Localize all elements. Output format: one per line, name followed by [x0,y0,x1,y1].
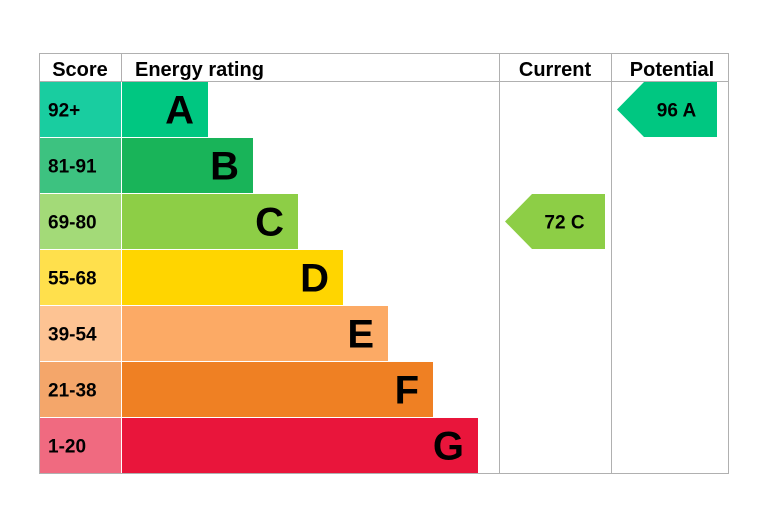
table-grid [39,53,729,474]
rating-bar-b [122,138,253,193]
potential-rating-arrow-label: 96 A [657,101,697,122]
score-label-b: 81-91 [48,157,97,178]
rating-letter-c: C [255,201,284,245]
score-cell-e [40,306,121,361]
score-label-e: 39-54 [48,325,97,346]
rating-bar-d [122,250,343,305]
rating-bar-e [122,306,388,361]
score-cell-a [40,82,121,137]
rating-letter-b: B [210,145,239,189]
current-rating-arrow-label: 72 C [544,213,584,234]
score-label-a: 92+ [48,101,80,122]
current-rating-arrow [505,194,605,249]
score-cell-b [40,138,121,193]
rating-letter-d: D [300,257,329,301]
header-score: Score [52,59,108,81]
rating-bar-c [122,194,298,249]
rating-letter-g: G [433,425,464,469]
table-header: Score Energy rating Current Potential [52,59,714,81]
score-cell-c [40,194,121,249]
rating-bar-g [122,418,478,473]
header-energy-rating: Energy rating [135,59,264,81]
score-label-g: 1-20 [48,437,86,458]
table-border [39,53,729,474]
score-cell-d [40,250,121,305]
potential-rating-arrow [617,82,717,137]
rating-letter-e: E [347,313,374,357]
score-label-f: 21-38 [48,381,97,402]
header-potential: Potential [630,59,714,81]
score-cell-f [40,362,121,417]
score-cell-g [40,418,121,473]
header-current: Current [519,59,592,81]
rating-bar-f [122,362,433,417]
rating-letter-a: A [165,89,194,133]
rating-bar-a [122,82,208,137]
rating-arrows: 72 C 96 A [505,82,717,249]
score-label-c: 69-80 [48,213,97,234]
score-label-d: 55-68 [48,269,97,290]
rating-letter-f: F [395,369,419,413]
rating-bands: 92+ A 81-91 B 69-80 C 55-68 D 39-54 E 21-38 F 1-20 G [40,82,478,473]
